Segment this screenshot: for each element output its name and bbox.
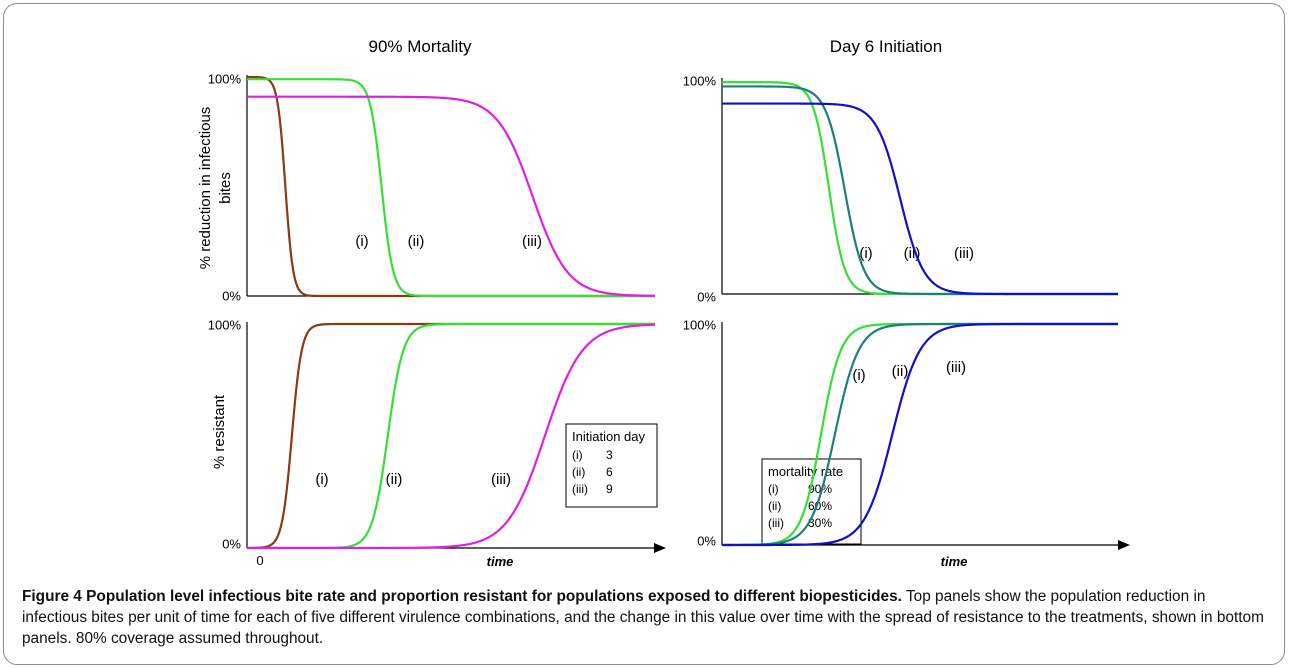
curve-label-bottom-right-2: (ii) <box>892 363 909 380</box>
ytick-top-right-0: 0% <box>697 289 716 304</box>
curve-label-top-right-1: (i) <box>859 245 872 262</box>
legend-box-initiation <box>565 423 658 508</box>
series-line-top-left-2 <box>247 78 655 298</box>
figure-frame <box>3 3 1285 665</box>
curve-label-top-left-2: (ii) <box>408 233 425 250</box>
xtick-origin-bottom-left: 0 <box>256 553 263 568</box>
series-line-top-left-3 <box>247 95 656 297</box>
legend-initiation-value-3: 9 <box>606 482 613 496</box>
curve-label-bottom-left-1: (i) <box>315 471 328 488</box>
curve-label-top-right-3: (iii) <box>954 245 974 262</box>
series-line-top-right-3 <box>722 102 1118 296</box>
figure-canvas: 90% Mortality Day 6 Initiation % reducti… <box>197 37 1130 569</box>
ytick-bottom-right-100: 100% <box>683 317 717 332</box>
legend-mortality-label-1: (i) <box>768 482 779 496</box>
legend-initiation-label-2: (ii) <box>572 465 585 479</box>
figure-caption: Figure 4 Population level infectious bit… <box>22 586 1267 649</box>
ytick-bottom-left-0: 0% <box>222 536 241 551</box>
ylabel-bottom-left: % resistant <box>211 394 228 469</box>
legend-initiation-label-3: (iii) <box>572 482 588 496</box>
legend-mortality-value-1: 90% <box>808 482 832 496</box>
legend-initiation-value-2: 6 <box>606 465 613 479</box>
legend-initiation-value-1: 3 <box>606 448 613 462</box>
series-line-bottom-left-3 <box>247 323 656 550</box>
ylabel-top-left-line1: % reduction in infectious <box>197 107 214 270</box>
curve-label-bottom-left-2: (ii) <box>386 471 403 488</box>
xaxis-arrow-bottom-right <box>1118 540 1130 550</box>
legend-title-initiation: Initiation day <box>572 429 645 444</box>
ytick-bottom-left-100: 100% <box>208 317 242 332</box>
legend-mortality-value-3: 30% <box>808 516 832 530</box>
curve-label-bottom-right-3: (iii) <box>946 359 966 376</box>
xlabel-bottom-left: time <box>487 554 514 569</box>
caption-title: Population level infectious bite rate an… <box>86 588 902 605</box>
curve-label-top-left-1: (i) <box>355 233 368 250</box>
ytick-top-right-100: 100% <box>683 73 717 88</box>
caption-label: Figure 4 <box>22 588 82 605</box>
legend-title-mortality: mortality rate <box>768 464 843 479</box>
ytick-bottom-right-0: 0% <box>697 533 716 548</box>
xaxis-arrow-bottom-left <box>654 543 666 553</box>
legend-box-mortality <box>761 458 862 545</box>
caption-text: Top panels show the population reduction… <box>22 588 1264 647</box>
panel-title-right: Day 6 Initiation <box>830 37 942 56</box>
legend-mortality-value-2: 60% <box>808 499 832 513</box>
legend-initiation-label-1: (i) <box>572 448 583 462</box>
series-line-bottom-right-3 <box>722 322 1118 547</box>
curve-label-bottom-left-3: (iii) <box>491 471 511 488</box>
ytick-top-left-100: 100% <box>208 71 242 86</box>
xlabel-bottom-right: time <box>941 554 968 569</box>
series-line-top-left-1 <box>246 75 655 298</box>
curve-label-bottom-right-1: (i) <box>852 367 865 384</box>
ytick-top-left-0: 0% <box>222 288 241 303</box>
curve-label-top-right-2: (ii) <box>904 245 921 262</box>
legend-mortality-label-2: (ii) <box>768 499 781 513</box>
curve-label-top-left-3: (iii) <box>522 233 542 250</box>
legend-mortality-label-3: (iii) <box>768 516 784 530</box>
ylabel-top-left-line2: bites <box>217 172 234 204</box>
panel-title-left: 90% Mortality <box>369 37 472 56</box>
